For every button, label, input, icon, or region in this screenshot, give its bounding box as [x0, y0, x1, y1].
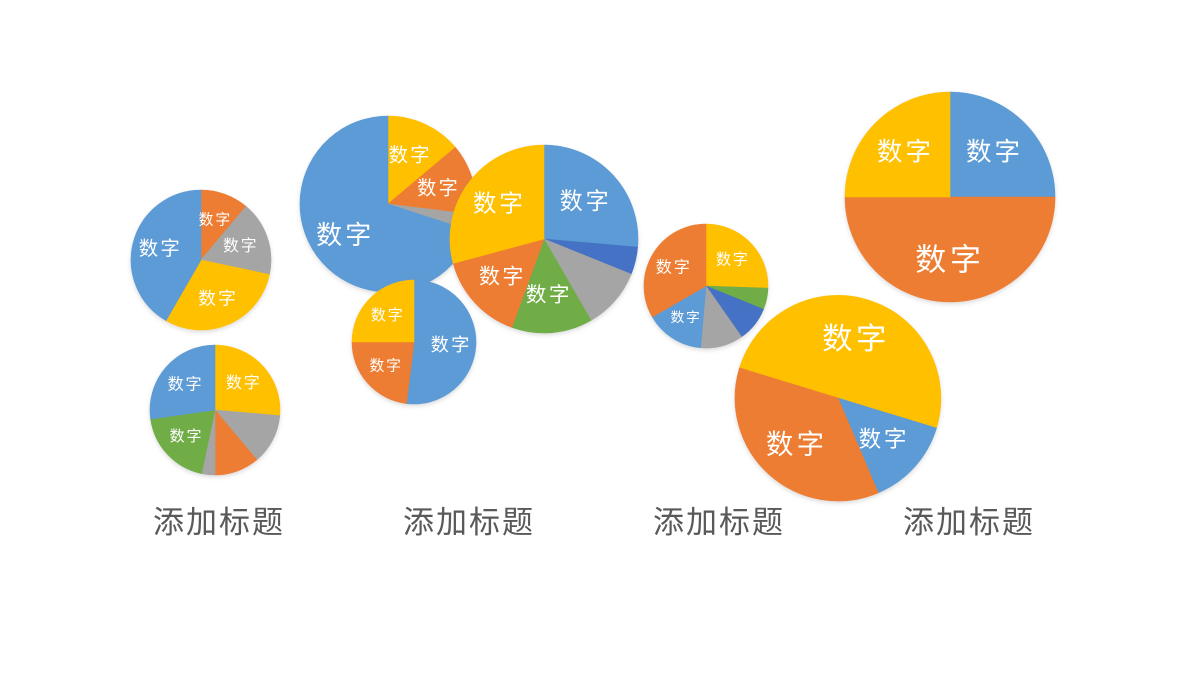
- svg-text:数字: 数字: [671, 310, 702, 325]
- svg-text:数字: 数字: [766, 428, 827, 459]
- svg-text:数字: 数字: [915, 243, 984, 278]
- svg-text:数字: 数字: [859, 427, 910, 452]
- svg-text:数字: 数字: [526, 284, 572, 307]
- svg-text:数字: 数字: [198, 288, 238, 308]
- svg-text:数字: 数字: [966, 138, 1023, 166]
- svg-text:数字: 数字: [417, 178, 460, 200]
- svg-text:数字: 数字: [656, 258, 692, 276]
- svg-text:数字: 数字: [223, 237, 258, 255]
- svg-text:数字: 数字: [479, 266, 526, 289]
- svg-text:数字: 数字: [389, 145, 432, 167]
- svg-text:数字: 数字: [139, 238, 182, 260]
- svg-text:数字: 数字: [226, 374, 262, 392]
- svg-text:数字: 数字: [822, 322, 890, 356]
- svg-text:数字: 数字: [168, 375, 204, 393]
- svg-text:数字: 数字: [316, 220, 374, 250]
- svg-text:数字: 数字: [473, 191, 526, 218]
- svg-text:数字: 数字: [370, 358, 403, 375]
- svg-text:数字: 数字: [716, 252, 750, 269]
- svg-text:数字: 数字: [199, 212, 232, 229]
- svg-text:数字: 数字: [431, 334, 472, 355]
- svg-text:数字: 数字: [170, 428, 204, 445]
- svg-text:数字: 数字: [371, 307, 405, 324]
- svg-text:数字: 数字: [560, 188, 612, 214]
- svg-text:数字: 数字: [877, 138, 934, 166]
